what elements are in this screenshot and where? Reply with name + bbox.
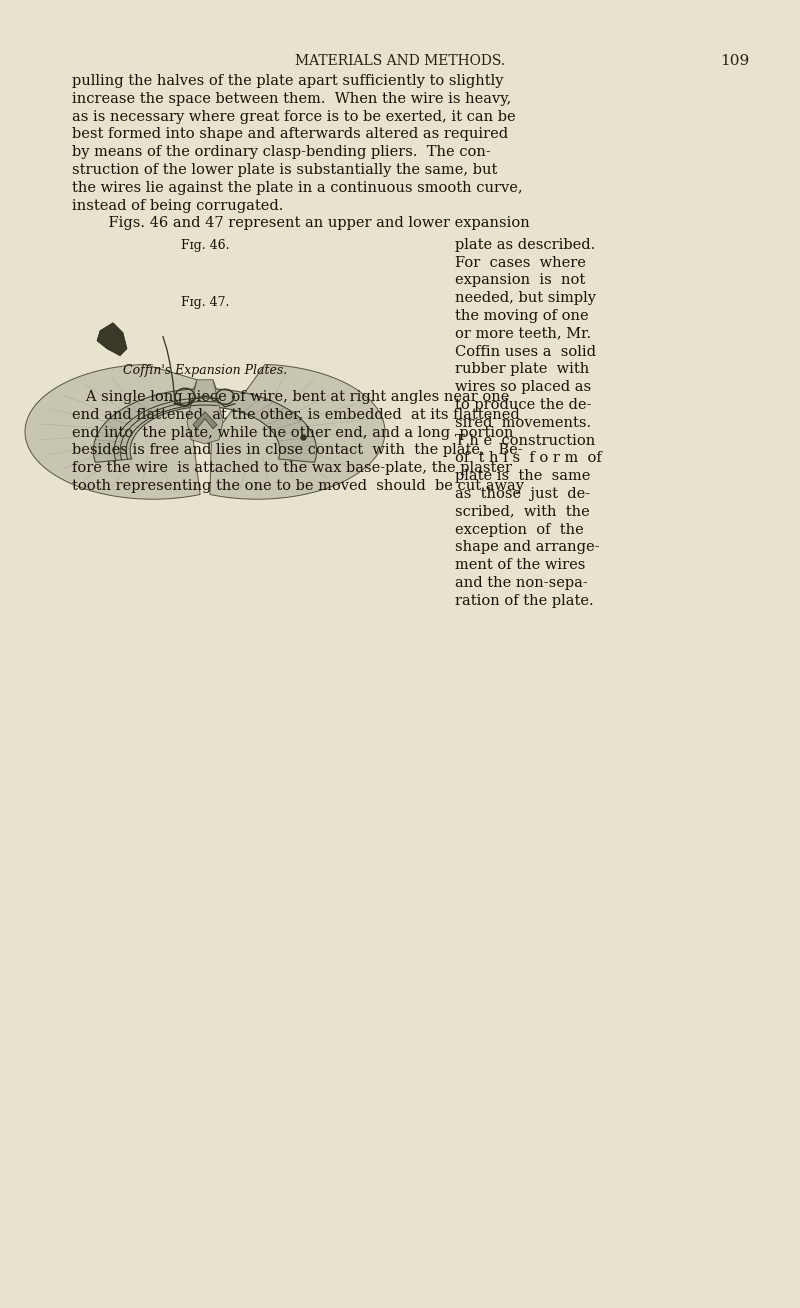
Text: the wires lie against the plate in a continuous smooth curve,: the wires lie against the plate in a con… [72,181,522,195]
Text: as  those  just  de-: as those just de- [455,487,590,501]
Text: exception  of  the: exception of the [455,523,584,536]
Text: instead of being corrugated.: instead of being corrugated. [72,199,283,213]
Text: Fɪg. 46.: Fɪg. 46. [181,239,230,251]
Text: rubber plate  with: rubber plate with [455,362,590,377]
Text: end and flattened  at the other, is embedded  at its flattened: end and flattened at the other, is embed… [72,408,520,421]
Text: ration of the plate.: ration of the plate. [455,594,594,608]
Text: For  cases  where: For cases where [455,255,586,269]
Text: plate as described.: plate as described. [455,238,595,251]
Text: Figs. 46 and 47 represent an upper and lower expansion: Figs. 46 and 47 represent an upper and l… [90,216,530,230]
Text: to produce the de-: to produce the de- [455,398,591,412]
Text: ment of the wires: ment of the wires [455,559,586,572]
Text: Coffin uses a  solid: Coffin uses a solid [455,344,596,358]
Text: the moving of one: the moving of one [455,309,589,323]
Text: A single long piece of wire, bent at right angles near one: A single long piece of wire, bent at rig… [72,390,510,404]
Text: besides is free and lies in close contact  with  the plate.   Be-: besides is free and lies in close contac… [72,443,522,458]
Text: 109: 109 [720,54,750,68]
Text: best formed into shape and afterwards altered as required: best formed into shape and afterwards al… [72,127,508,141]
Text: by means of the ordinary clasp-bending pliers.  The con-: by means of the ordinary clasp-bending p… [72,145,490,160]
Text: MATERIALS AND METHODS.: MATERIALS AND METHODS. [295,54,505,68]
Text: plate is  the  same: plate is the same [455,470,590,483]
Text: Coffin's Expansion Plates.: Coffin's Expansion Plates. [123,364,287,377]
Text: and the non-sepa-: and the non-sepa- [455,576,588,590]
Text: pulling the halves of the plate apart sufficiently to slightly: pulling the halves of the plate apart su… [72,75,503,88]
Polygon shape [94,388,317,462]
Text: fore the wire  is attached to the wax base-plate, the plaster: fore the wire is attached to the wax bas… [72,462,512,475]
Text: as is necessary where great force is to be exerted, it can be: as is necessary where great force is to … [72,110,516,123]
Polygon shape [25,365,200,500]
Text: struction of the lower plate is substantially the same, but: struction of the lower plate is substant… [72,164,498,177]
Text: or more teeth, Mr.: or more teeth, Mr. [455,327,591,341]
Text: needed, but simply: needed, but simply [455,292,596,305]
Polygon shape [97,323,127,356]
Text: Fɪg. 47.: Fɪg. 47. [181,296,229,309]
Polygon shape [187,379,223,443]
Text: increase the space between them.  When the wire is heavy,: increase the space between them. When th… [72,92,511,106]
Text: expansion  is  not: expansion is not [455,273,586,288]
Text: of  t h i s  f o r m  of: of t h i s f o r m of [455,451,602,466]
Text: tooth representing the one to be moved  should  be cut away: tooth representing the one to be moved s… [72,479,524,493]
Text: sired  movements.: sired movements. [455,416,591,430]
Text: end into  the plate, while the other end, and a long  portion: end into the plate, while the other end,… [72,425,514,439]
Text: wires so placed as: wires so placed as [455,381,591,394]
Text: scribed,  with  the: scribed, with the [455,505,590,519]
Text: T h e  construction: T h e construction [455,433,595,447]
Text: shape and arrange-: shape and arrange- [455,540,599,555]
Polygon shape [193,412,217,429]
Polygon shape [210,365,385,500]
